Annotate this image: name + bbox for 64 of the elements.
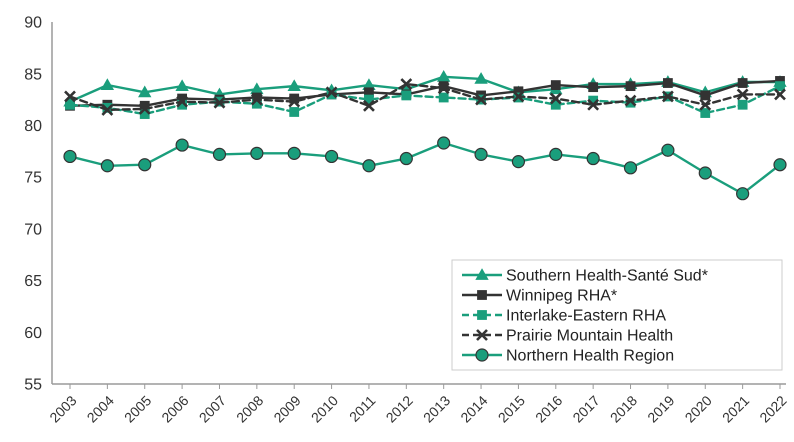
point <box>698 98 712 112</box>
point <box>250 93 264 106</box>
point <box>288 95 301 108</box>
y-tick-label: 90 <box>24 14 42 32</box>
point <box>100 78 114 90</box>
point <box>586 98 600 112</box>
point <box>549 148 562 161</box>
point <box>698 166 712 180</box>
point <box>586 152 600 166</box>
point <box>176 138 189 152</box>
point <box>288 146 301 160</box>
point <box>438 92 449 102</box>
point <box>138 102 152 116</box>
legend-label: Prairie Mountain Health <box>506 328 674 345</box>
point <box>736 88 749 101</box>
point <box>400 152 413 166</box>
point <box>288 80 301 92</box>
y-tick-label: 80 <box>24 118 42 136</box>
point <box>738 100 748 110</box>
point <box>550 80 561 90</box>
point <box>549 92 562 105</box>
point <box>738 78 748 88</box>
point <box>512 155 526 168</box>
y-tick-label: 65 <box>24 273 42 290</box>
point <box>101 104 114 116</box>
point <box>362 99 376 112</box>
legend-label: Southern Health-Santé Sud* <box>506 268 708 285</box>
legend-label: Interlake-Eastern RHA <box>506 308 666 325</box>
point <box>588 82 598 92</box>
point <box>138 158 152 172</box>
point <box>324 150 338 164</box>
point <box>773 158 787 172</box>
point <box>400 78 413 90</box>
point <box>362 159 376 172</box>
point <box>700 90 710 100</box>
point <box>624 94 637 107</box>
point <box>437 70 450 82</box>
legend-label: Winnipeg RHA* <box>506 288 618 305</box>
point <box>289 107 300 117</box>
point <box>774 88 786 101</box>
point <box>512 90 525 103</box>
point <box>662 78 673 88</box>
point <box>250 146 264 160</box>
point <box>325 86 338 99</box>
y-tick-label: 75 <box>24 170 42 187</box>
y-tick-label: 60 <box>24 324 42 342</box>
legend-label: Northern Health Region <box>506 348 674 365</box>
y-tick-label: 70 <box>24 221 42 238</box>
y-tick-label: 85 <box>24 66 42 84</box>
point <box>474 72 488 84</box>
point <box>661 144 674 157</box>
point <box>437 82 450 94</box>
point <box>474 148 488 161</box>
y-tick-label: 55 <box>24 376 42 394</box>
point <box>624 161 638 174</box>
point <box>736 187 750 200</box>
point <box>437 136 450 150</box>
point <box>176 80 189 92</box>
point <box>138 86 152 98</box>
point <box>212 148 226 161</box>
point <box>176 95 188 108</box>
point <box>63 150 77 164</box>
point <box>64 90 76 103</box>
point <box>100 159 114 172</box>
